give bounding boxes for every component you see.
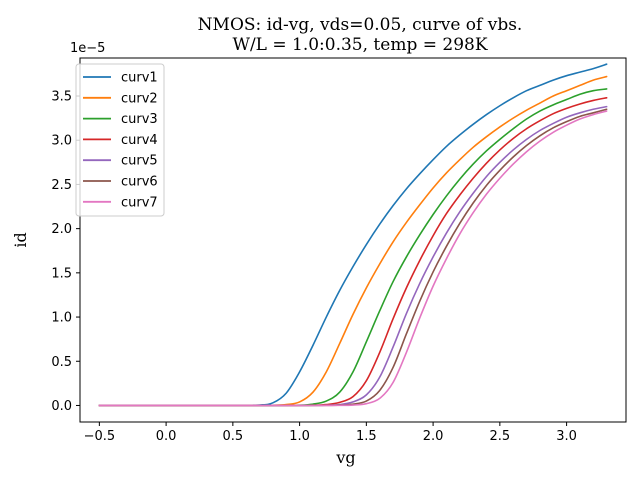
x-axis-ticks: −0.5 0.0 0.5 1.0 1.5 2.0 2.5 3.0: [84, 422, 577, 444]
y-tick-label: 3.5: [51, 90, 72, 105]
x-tick-label: 1.0: [289, 429, 310, 444]
series-layer: [98, 63, 608, 407]
legend: curv1 curv2 curv3 curv4 curv5 curv6 curv7: [75, 63, 165, 217]
legend-label-curv5: curv5: [121, 154, 158, 169]
x-tick-label: 3.0: [556, 429, 577, 444]
x-axis-label: vg: [335, 448, 355, 467]
y-tick-label: 3.0: [51, 134, 72, 149]
axes-frame: [79, 57, 627, 423]
legend-label-curv6: curv6: [121, 175, 158, 190]
y-axis-ticks: 0.0 0.5 1.0 1.5 2.0 2.5 3.0 3.5: [51, 90, 80, 414]
y-tick-label: 0.0: [51, 399, 72, 414]
x-tick-label: 2.5: [490, 429, 511, 444]
y-tick-label: 1.5: [51, 266, 72, 281]
legend-box: [75, 63, 165, 217]
y-axis-label: id: [11, 232, 30, 247]
plot-area: [79, 57, 627, 423]
y-tick-label: 2.0: [51, 222, 72, 237]
y-tick-label: 1.0: [51, 311, 72, 326]
y-tick-label: 2.5: [51, 178, 72, 193]
x-tick-label: 1.5: [356, 429, 377, 444]
legend-label-curv4: curv4: [121, 133, 158, 148]
legend-items: curv1 curv2 curv3 curv4 curv5 curv6 curv7: [83, 71, 158, 210]
chart-title-line2: W/L = 1.0:0.35, temp = 298K: [232, 35, 487, 55]
x-tick-label: 2.0: [423, 429, 444, 444]
x-tick-label: −0.5: [84, 429, 116, 444]
series-line-curv1: [98, 63, 608, 407]
x-tick-label: 0.5: [223, 429, 244, 444]
legend-label-curv2: curv2: [121, 91, 158, 106]
legend-label-curv1: curv1: [121, 71, 158, 86]
legend-label-curv3: curv3: [121, 112, 158, 127]
y-tick-label: 0.5: [51, 355, 72, 370]
x-tick-label: 0.0: [156, 429, 177, 444]
legend-label-curv7: curv7: [121, 195, 158, 210]
chart-title-line1: NMOS: id-vg, vds=0.05, curve of vbs.: [198, 15, 523, 35]
series-line-curv7: [98, 110, 608, 407]
y-offset-label: 1e−5: [70, 41, 105, 56]
